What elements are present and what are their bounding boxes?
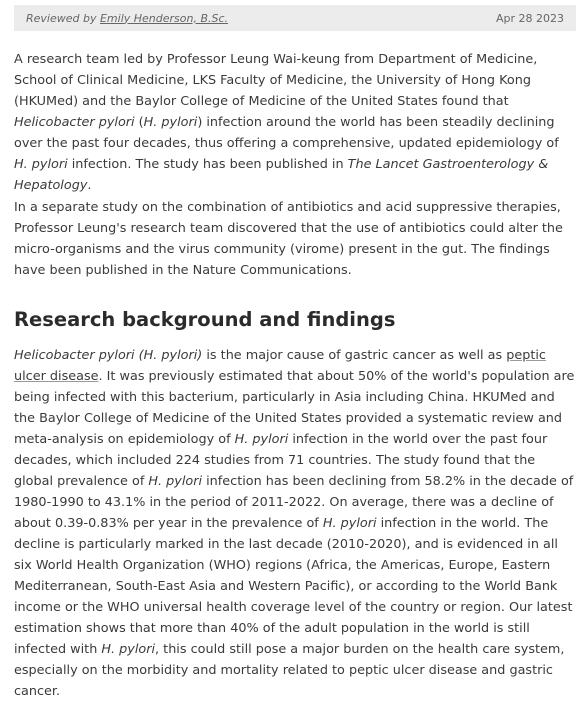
paragraph-intro: A research team led by Professor Leung W… <box>14 49 576 196</box>
reviewed-by-prefix: Reviewed by <box>26 11 100 25</box>
paragraph-separate-study: In a separate study on the combination o… <box>14 200 563 278</box>
italic-term: H. pylori <box>148 474 203 489</box>
italic-term: Helicobacter pylori (H. pylori) <box>14 348 203 363</box>
peptic-ulcer-link[interactable]: peptic ulcer disease <box>14 348 546 384</box>
publish-date: Apr 28 2023 <box>495 11 564 25</box>
reviewed-by: Reviewed by Emily Henderson, B.Sc. <box>26 12 228 25</box>
text: ( <box>134 115 144 130</box>
reviewer-link[interactable]: Emily Henderson, B.Sc. <box>99 11 229 25</box>
italic-term: H. pylori <box>322 516 377 531</box>
review-bar: Reviewed by Emily Henderson, B.Sc. Apr 2… <box>14 5 576 31</box>
italic-term: H. pylori <box>234 432 289 447</box>
text: infection in the world over the past fou… <box>14 432 548 489</box>
text: infection has been declining from 58.2% … <box>14 474 574 531</box>
text: . It was previously estimated that about… <box>14 369 575 447</box>
paragraph-background: Helicobacter pylori (H. pylori) is the m… <box>14 345 576 702</box>
section-heading: Research background and findings <box>14 308 396 331</box>
text: ) infection around the world has been st… <box>14 115 559 151</box>
italic-term: H. pylori <box>143 115 198 130</box>
text: is the major cause of gastric cancer as … <box>202 348 507 363</box>
italic-term: H. pylori <box>14 157 68 172</box>
text: . <box>87 178 92 193</box>
text: , this could still pose a major burden o… <box>14 642 565 699</box>
journal-name: The Lancet Gastroenterology & Hepatology <box>14 157 549 193</box>
italic-term: H. pylori <box>101 642 156 657</box>
text: A research team led by Professor Leung W… <box>14 52 538 109</box>
text: infection. The study has been published … <box>67 157 348 172</box>
italic-term: Helicobacter pylori <box>14 115 135 130</box>
text: infection in the world. The decline is p… <box>14 516 573 657</box>
